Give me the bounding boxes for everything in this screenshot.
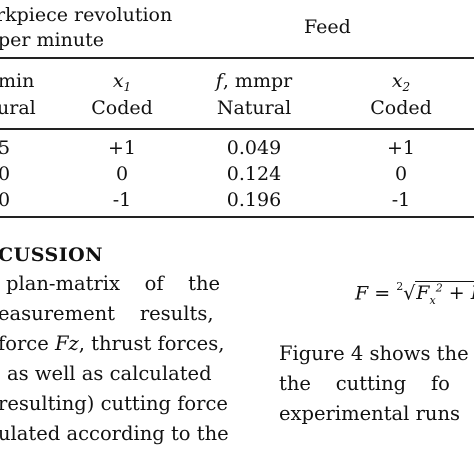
table-cell-r1-x2: +1: [386, 137, 416, 159]
table-cell-r3-n: 0: [0, 189, 11, 211]
table-subheader-x1: x1: [112, 70, 132, 94]
left-paragraph-line-1: plan-matrix of the: [6, 272, 221, 295]
table-cell-r1-n: 5: [0, 137, 11, 159]
right-paragraph-line-1: Figure 4 shows the: [279, 342, 469, 365]
table-cell-r1-f: 0.049: [226, 137, 282, 159]
table-subheader-n-line2: ural: [0, 97, 36, 119]
table-bottom-rule: [0, 216, 474, 218]
table-cell-r3-f: 0.196: [226, 189, 282, 211]
right-paragraph-line-3: experimental runs: [279, 402, 461, 425]
table-subheader-x2-coded: Coded: [370, 97, 432, 119]
table-group-header-revolution-line1: rkpiece revolution: [0, 4, 173, 26]
table-cell-r2-f: 0.124: [226, 163, 282, 185]
formula-lhs: F =: [355, 282, 397, 305]
cutting-force-formula: F = 2√Fx2 + F: [355, 280, 474, 307]
table-header-rule: [0, 57, 474, 59]
table-cell-r3-x2: -1: [391, 189, 411, 211]
section-heading: CUSSION: [0, 244, 104, 266]
table-subheader-n-line1: min: [0, 70, 35, 92]
table-subheader-f: f, mmpr: [215, 70, 293, 92]
table-subheader-rule: [0, 128, 474, 130]
table-subheader-f-natural: Natural: [216, 97, 292, 119]
table-group-header-feed: Feed: [304, 16, 351, 38]
left-paragraph-line-5: resulting) cutting force: [0, 392, 228, 415]
left-paragraph-line-2: easurement results,: [0, 302, 214, 325]
left-paragraph-line-3: force Fz, thrust forces,: [0, 332, 225, 355]
table-subheader-x1-coded: Coded: [91, 97, 153, 119]
table-cell-r2-n: 0: [0, 163, 11, 185]
right-paragraph-line-2: the cutting fo: [279, 372, 450, 395]
left-paragraph-line-6: ulated according to the: [0, 422, 229, 445]
left-paragraph-line-4: as well as calculated: [7, 362, 212, 385]
table-cell-r3-x1: -1: [112, 189, 132, 211]
table-group-header-revolution-line2: per minute: [0, 29, 104, 51]
formula-sqrt: 2√Fx2 + F: [396, 280, 474, 307]
table-subheader-x2: x2: [391, 70, 411, 94]
table-cell-r2-x2: 0: [394, 163, 408, 185]
table-cell-r1-x1: +1: [107, 137, 137, 159]
table-cell-r2-x1: 0: [115, 163, 129, 185]
